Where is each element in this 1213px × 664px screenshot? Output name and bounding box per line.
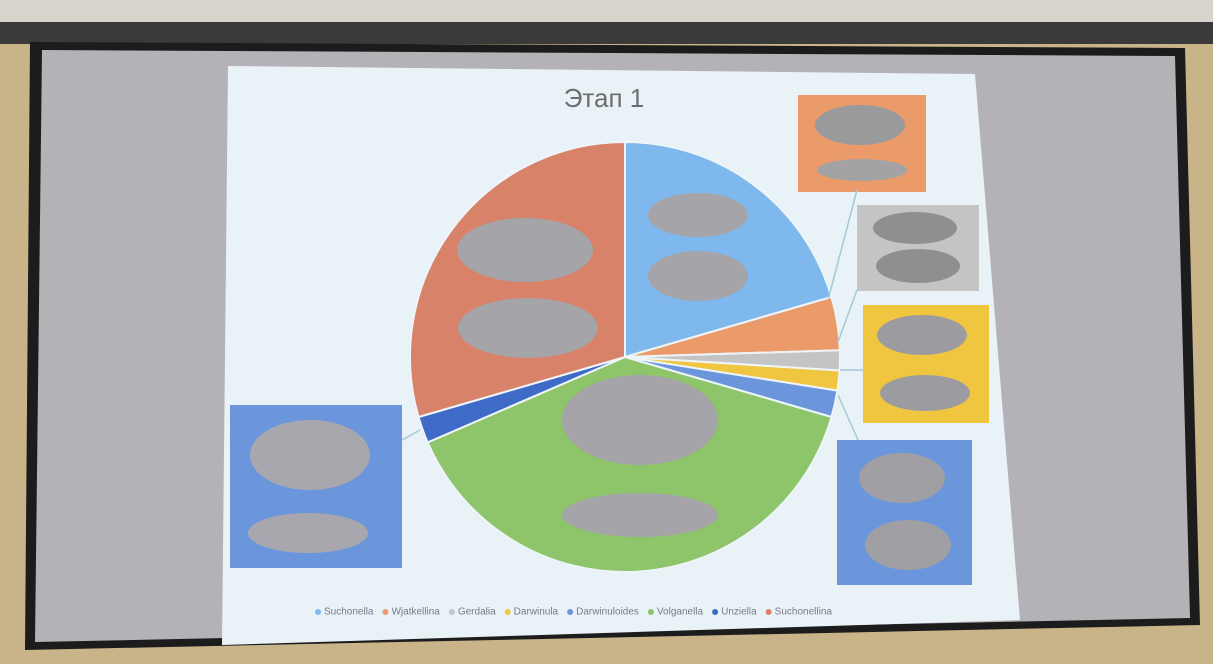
- legend-swatch: [315, 609, 321, 615]
- specimen: [817, 159, 907, 181]
- specimen: [873, 212, 957, 244]
- legend-label: Suchonella: [324, 607, 374, 618]
- legend-swatch: [382, 609, 388, 615]
- photo: Этап 1 Suchonella Wjatkellina Gerdalia Darw…: [0, 0, 1213, 659]
- chart-title: Этап 1: [564, 83, 645, 113]
- legend-swatch: [712, 609, 718, 615]
- specimen: [248, 513, 368, 553]
- specimen: [648, 193, 748, 237]
- legend-label: Suchonellina: [775, 607, 833, 618]
- specimen: [815, 105, 905, 145]
- specimen: [648, 251, 748, 301]
- specimen: [865, 520, 951, 570]
- specimen: [876, 249, 960, 283]
- pie: [410, 142, 840, 572]
- specimen: [859, 453, 945, 503]
- legend-label: Darwinuloides: [576, 607, 639, 618]
- legend-swatch: [648, 609, 654, 615]
- page: Этап 1 Suchonella Wjatkellina Gerdalia Darw…: [0, 0, 1213, 659]
- legend-swatch: [567, 609, 573, 615]
- specimen: [877, 315, 967, 355]
- specimen: [562, 493, 718, 537]
- specimen: [880, 375, 970, 411]
- legend-label: Gerdalia: [458, 607, 496, 618]
- specimen: [457, 218, 593, 282]
- specimen: [458, 298, 598, 358]
- specimen: [250, 420, 370, 490]
- legend-label: Wjatkellina: [391, 607, 440, 618]
- legend-swatch: [449, 609, 455, 615]
- legend-swatch: [766, 609, 772, 615]
- screen-case: [0, 22, 1213, 44]
- legend-label: Darwinula: [514, 607, 559, 618]
- specimen: [562, 375, 718, 465]
- legend-label: Unziella: [721, 607, 757, 618]
- legend-label: Volganella: [657, 607, 704, 618]
- legend-swatch: [505, 609, 511, 615]
